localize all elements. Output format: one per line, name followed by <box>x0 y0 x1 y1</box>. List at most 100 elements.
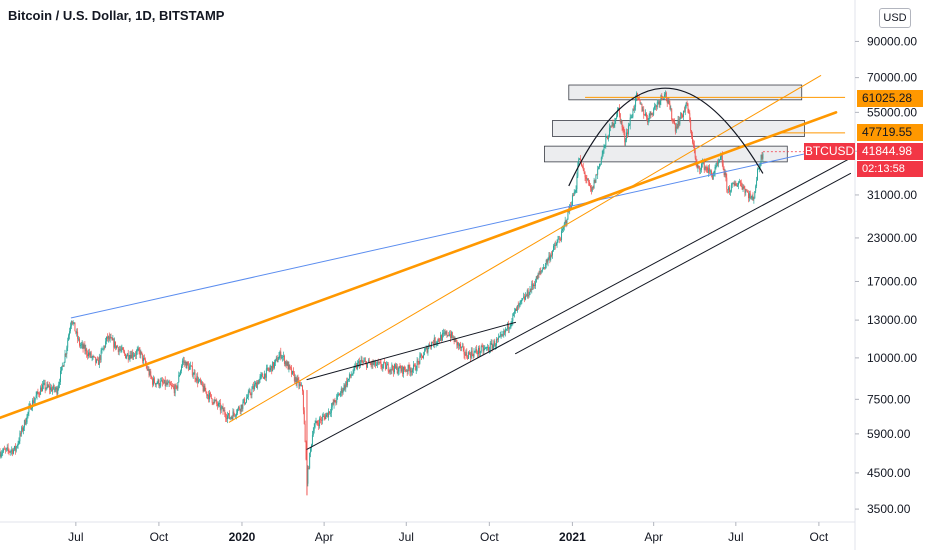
candle-body <box>158 379 160 387</box>
candle-body <box>585 177 587 180</box>
y-tick-label: 5900.00 <box>867 427 911 441</box>
x-tick-label: Jul <box>728 530 743 544</box>
candle-body <box>93 355 95 357</box>
candle-body <box>10 450 12 452</box>
candle-body <box>547 258 549 263</box>
candle-body <box>39 394 41 396</box>
candle-body <box>40 387 42 395</box>
candle-body <box>66 347 68 355</box>
axis-frame <box>0 0 856 550</box>
candle-body <box>12 449 14 454</box>
candle-body <box>393 369 395 373</box>
candle-body <box>272 362 274 372</box>
candle-body <box>85 348 87 352</box>
candle-body <box>645 113 646 116</box>
candle-body <box>508 327 510 330</box>
candle-body <box>399 366 401 369</box>
candle-body <box>529 289 531 295</box>
currency-unit-selector[interactable]: USD <box>879 8 911 28</box>
candle-body <box>276 357 278 363</box>
candle-body <box>168 381 170 383</box>
candle-body <box>644 114 646 116</box>
candle-body <box>376 364 377 366</box>
y-tick-label: 4500.00 <box>867 466 911 480</box>
candle-body <box>257 382 259 384</box>
candle-body <box>199 379 201 383</box>
candle-body <box>213 399 215 404</box>
candle-body <box>301 385 303 387</box>
candle-body <box>672 119 674 121</box>
candle-body <box>689 113 691 121</box>
candle-body <box>1 453 3 455</box>
candle-body <box>395 366 397 369</box>
candle-body <box>390 369 392 371</box>
candle-body <box>38 393 40 395</box>
candle-body <box>33 400 35 404</box>
candle-body <box>658 101 660 105</box>
candle-body <box>539 271 541 274</box>
candle-body <box>359 361 361 367</box>
candle-body <box>186 362 188 369</box>
candle-body <box>154 383 156 385</box>
candle-body <box>417 360 419 362</box>
candle-body <box>138 348 140 351</box>
candle-body <box>122 347 124 350</box>
candle-body <box>537 273 539 280</box>
candle-body <box>79 338 80 346</box>
candle-body <box>296 378 298 385</box>
candle-body <box>593 180 595 189</box>
candle-body <box>223 410 225 412</box>
candle-body <box>294 377 296 382</box>
candle-body <box>174 385 176 394</box>
candle-body <box>192 374 194 376</box>
candle-body <box>226 417 228 420</box>
candle-body <box>362 361 364 363</box>
y-tick-label: 70000.00 <box>867 71 917 85</box>
candle-body <box>478 347 479 355</box>
candle-body <box>114 341 116 348</box>
x-tick-label: Jul <box>68 530 83 544</box>
candle-body <box>747 191 749 193</box>
candle-body <box>128 358 130 360</box>
candle-body <box>356 365 358 369</box>
candles <box>0 90 764 496</box>
candle-body <box>147 369 149 370</box>
candle-body <box>4 448 5 450</box>
candle-body <box>401 366 403 372</box>
candle-body <box>166 382 168 385</box>
candle-body <box>750 197 752 199</box>
candle-body <box>498 336 500 338</box>
candle-body <box>745 190 747 193</box>
candle-body <box>736 185 738 187</box>
candle-body <box>260 374 262 377</box>
candle-body <box>60 366 62 371</box>
candle-body <box>270 366 272 369</box>
candle-body <box>696 162 698 168</box>
candle-body <box>59 381 61 385</box>
candle-body <box>19 433 21 442</box>
candle-body <box>534 284 535 286</box>
candle-body <box>152 378 154 385</box>
candle-body <box>692 135 693 143</box>
candle-body <box>209 392 211 395</box>
candle-body <box>111 337 113 341</box>
candle-body <box>51 387 52 392</box>
candle-body <box>87 354 89 357</box>
candle-body <box>351 374 353 376</box>
candle-body <box>700 169 702 171</box>
candle-body <box>642 109 644 112</box>
candle-body <box>646 117 648 123</box>
candle-body <box>628 125 630 127</box>
candle-body <box>148 369 150 376</box>
candle-body <box>74 322 76 332</box>
last-price-tag: 41844.98 <box>857 143 923 160</box>
candle-body <box>134 354 136 356</box>
candle-body <box>676 126 678 129</box>
candle-body <box>670 108 672 110</box>
candle-body <box>335 402 337 404</box>
candle-body <box>543 267 545 269</box>
candle-body <box>518 303 520 306</box>
candle-body <box>478 347 480 354</box>
candle-body <box>383 362 385 366</box>
